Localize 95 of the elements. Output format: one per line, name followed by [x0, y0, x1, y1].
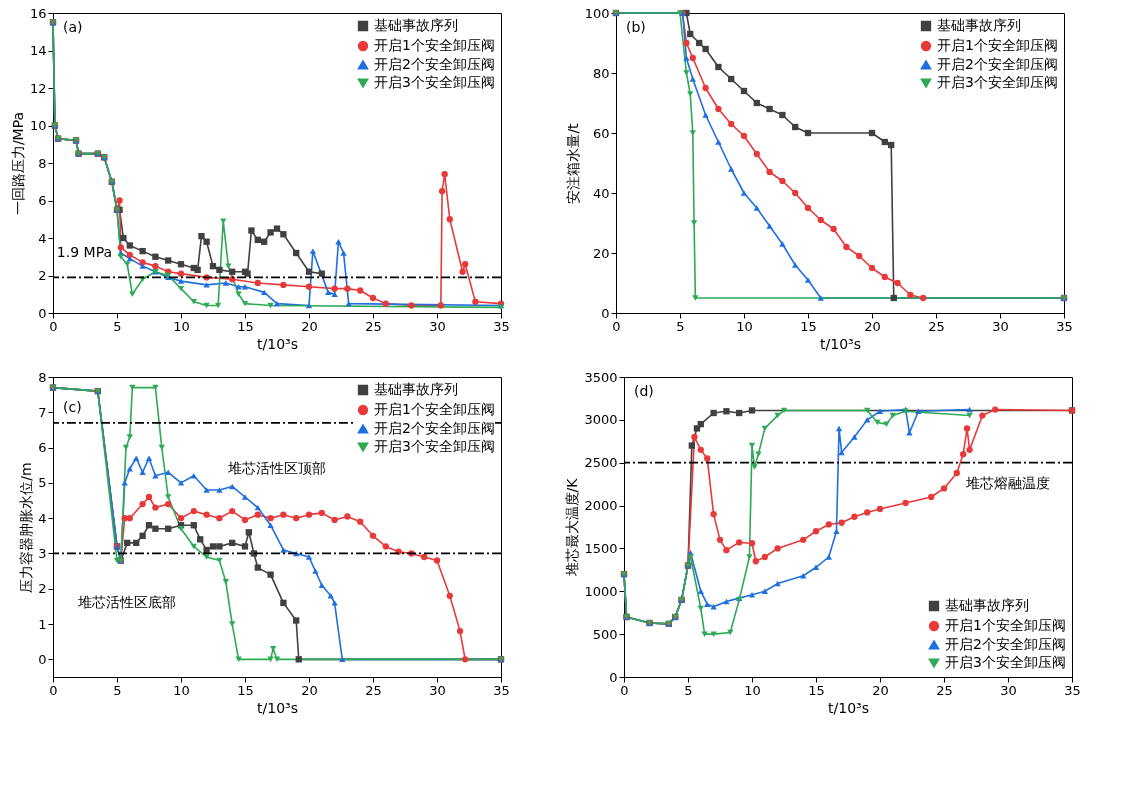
- annotation: (b): [626, 19, 646, 35]
- y-axis-title: 堆芯最大温度/K: [564, 477, 581, 578]
- x-tick-label: 25: [928, 318, 945, 334]
- legend-label: 开启3个安全卸压阀: [374, 74, 495, 90]
- y-tick-label: 3500: [584, 369, 618, 385]
- x-tick-label: 20: [872, 682, 889, 698]
- x-tick-label: 30: [1000, 682, 1017, 698]
- x-tick-label: 5: [684, 682, 693, 698]
- x-tick-label: 15: [808, 682, 825, 698]
- annotation: (a): [63, 19, 83, 35]
- legend-label: 开启1个安全卸压阀: [945, 617, 1066, 633]
- x-tick-label: 15: [237, 682, 254, 698]
- x-tick-label: 10: [173, 318, 190, 334]
- y-tick-label: 2000: [584, 498, 618, 514]
- x-tick-label: 35: [493, 682, 510, 698]
- legend-label: 开启2个安全卸压阀: [374, 420, 495, 436]
- ref-line-label: 堆芯活性区底部: [77, 593, 177, 610]
- y-tick-label: 0: [609, 669, 618, 685]
- x-tick-label: 30: [429, 318, 446, 334]
- legend-label: 开启1个安全卸压阀: [374, 401, 495, 417]
- y-tick-label: 0: [38, 305, 47, 321]
- y-tick-label: 2: [38, 581, 47, 597]
- ref-line-label: 堆芯活性区顶部: [227, 459, 326, 476]
- y-tick-label: 1000: [584, 583, 618, 599]
- x-tick-label: 10: [173, 682, 190, 698]
- legend-label: 开启2个安全卸压阀: [945, 636, 1066, 652]
- legend-label: 基础事故序列: [937, 17, 1021, 33]
- y-tick-label: 20: [592, 245, 610, 261]
- x-axis-title: t/10³s: [828, 699, 869, 716]
- x-tick-label: 10: [736, 318, 753, 334]
- x-tick-label: 30: [992, 318, 1009, 334]
- y-tick-label: 4: [38, 230, 47, 246]
- x-tick-label: 15: [800, 318, 817, 334]
- y-tick-label: 3: [38, 545, 47, 561]
- legend-label: 开启3个安全卸压阀: [937, 74, 1058, 90]
- y-tick-label: 14: [29, 43, 47, 58]
- y-tick-label: 6: [38, 193, 47, 208]
- x-tick-label: 0: [49, 682, 58, 698]
- y-tick-label: 10: [29, 118, 47, 133]
- legend-label: 开启2个安全卸压阀: [937, 56, 1058, 72]
- y-tick-label: 5: [38, 475, 47, 491]
- legend-label: 基础事故序列: [374, 381, 458, 397]
- y-axis-title: 安注箱水量/t: [564, 122, 581, 204]
- x-tick-label: 20: [864, 318, 881, 334]
- legend-label: 开启1个安全卸压阀: [937, 37, 1058, 53]
- x-axis-title: t/10³s: [257, 335, 298, 352]
- annotation: (d): [634, 383, 654, 399]
- y-tick-label: 500: [592, 626, 618, 642]
- y-tick-label: 2: [38, 268, 47, 283]
- legend-label: 开启1个安全卸压阀: [374, 37, 495, 53]
- x-tick-label: 0: [620, 682, 629, 698]
- y-tick-label: 0: [38, 651, 47, 667]
- legend-label: 开启3个安全卸压阀: [374, 438, 495, 454]
- x-tick-label: 5: [113, 682, 122, 698]
- x-tick-label: 25: [365, 318, 382, 334]
- y-tick-label: 2500: [584, 455, 618, 471]
- x-tick-label: 25: [936, 682, 953, 698]
- x-tick-label: 10: [744, 682, 761, 698]
- y-tick-label: 16: [29, 5, 47, 21]
- x-tick-label: 25: [365, 682, 382, 698]
- y-tick-label: 100: [584, 5, 610, 21]
- legend-label: 开启2个安全卸压阀: [374, 56, 495, 72]
- y-tick-label: 4: [38, 510, 47, 526]
- x-tick-label: 30: [429, 682, 446, 698]
- x-tick-label: 20: [301, 318, 318, 334]
- x-tick-label: 15: [237, 318, 254, 334]
- ref-line-label: 1.9 MPa: [56, 244, 113, 260]
- x-tick-label: 35: [493, 318, 510, 334]
- y-tick-label: 1500: [584, 540, 618, 556]
- y-tick-label: 1: [38, 616, 47, 632]
- ref-line-label: 堆芯熔融温度: [965, 475, 1050, 492]
- y-tick-label: 8: [38, 155, 47, 171]
- y-tick-label: 0: [601, 305, 610, 321]
- x-axis-title: t/10³s: [820, 335, 861, 352]
- y-tick-label: 40: [592, 185, 610, 201]
- annotation: (c): [63, 399, 82, 415]
- x-tick-label: 5: [676, 318, 685, 334]
- x-axis-title: t/10³s: [257, 699, 298, 716]
- legend-label: 开启3个安全卸压阀: [945, 654, 1066, 670]
- x-tick-label: 35: [1064, 682, 1081, 698]
- y-tick-label: 8: [38, 369, 47, 385]
- y-tick-label: 6: [38, 440, 47, 456]
- legend-label: 基础事故序列: [374, 17, 458, 33]
- x-tick-label: 0: [49, 318, 58, 334]
- y-axis-title: 一回路压力/MPa: [9, 111, 26, 216]
- y-tick-label: 60: [592, 125, 610, 141]
- y-tick-label: 12: [29, 80, 47, 96]
- y-axis-title: 压力容器肿胀水位/m: [18, 462, 35, 593]
- y-tick-label: 7: [38, 404, 47, 420]
- y-tick-label: 3000: [584, 412, 618, 428]
- x-tick-label: 35: [1056, 318, 1073, 334]
- legend-label: 基础事故序列: [945, 597, 1029, 613]
- y-tick-label: 80: [592, 65, 610, 81]
- x-tick-label: 5: [113, 318, 122, 334]
- x-tick-label: 20: [301, 682, 318, 698]
